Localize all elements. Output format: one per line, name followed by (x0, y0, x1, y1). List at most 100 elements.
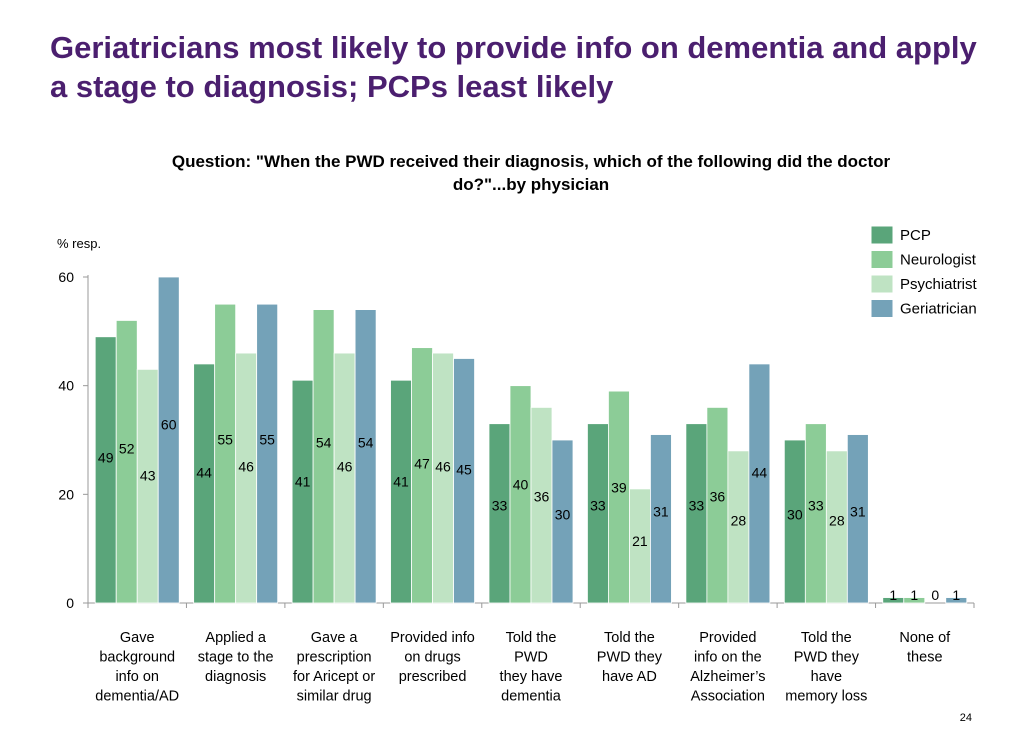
data-label-pcp-4: 41 (393, 473, 409, 489)
data-label-neurologist-3: 54 (316, 435, 332, 451)
data-label-neurologist-8: 33 (808, 497, 824, 513)
category-label: these (907, 650, 942, 666)
bar-psychiatrist-2 (235, 352, 258, 604)
bar-geriatrician-4 (453, 358, 475, 604)
category-label: Association (691, 689, 765, 705)
data-label-pcp-1: 49 (98, 450, 114, 466)
category-label: prescription (297, 650, 372, 666)
bar-neurologist-9 (903, 597, 926, 604)
page-number: 24 (959, 712, 972, 724)
data-label-neurologist-5: 40 (513, 476, 529, 492)
data-label-pcp-3: 41 (295, 473, 311, 489)
bar-geriatrician-7 (748, 363, 771, 604)
bar-geriatrician-8 (846, 434, 869, 604)
category-label: have AD (602, 669, 657, 685)
category-label: dementia (501, 689, 562, 705)
data-label-neurologist-1: 52 (119, 441, 135, 457)
data-label-neurologist-2: 55 (217, 432, 233, 448)
data-label-neurologist-6: 39 (611, 479, 627, 495)
category-label: on drugs (404, 650, 460, 666)
category-label: Provided info (390, 630, 475, 646)
bar-geriatrician-5 (551, 439, 574, 604)
category-label: PWD (514, 650, 548, 666)
bar-neurologist-2 (214, 303, 237, 604)
bar-psychiatrist-5 (530, 406, 553, 604)
legend-swatch-geriatrician (870, 299, 894, 318)
category-label: similar drug (297, 689, 372, 705)
y-axis-label: % resp. (57, 236, 101, 251)
category-label: for Aricept or (293, 669, 375, 685)
legend-label-psychiatrist: Psychiatrist (900, 276, 978, 293)
data-label-geriatrician-4: 45 (456, 462, 472, 478)
data-label-geriatrician-7: 44 (752, 465, 768, 481)
data-label-geriatrician-5: 30 (555, 506, 571, 522)
bar-geriatrician-6 (650, 434, 672, 604)
category-label: they have (500, 669, 563, 685)
legend: PCP Neurologist Psychiatrist Geriatrician (870, 225, 978, 318)
bar-psychiatrist-4 (432, 352, 454, 604)
data-label-pcp-6: 33 (590, 497, 606, 513)
data-label-neurologist-7: 36 (710, 488, 726, 504)
data-label-psychiatrist-9: 0 (931, 587, 939, 603)
legend-label-geriatrician: Geriatrician (900, 301, 977, 318)
y-tick-label: 60 (58, 269, 74, 285)
slide-title: Geriatricians most likely to provide inf… (50, 30, 977, 104)
bar-neurologist-3 (312, 309, 335, 604)
y-tick-label: 40 (58, 378, 74, 394)
data-labels: 49 44 41 41 33 33 33 30 1 52 55 54 47 40 39 36 33 1 43 46 46… (98, 417, 960, 603)
bar-geriatrician-1 (157, 276, 180, 604)
data-label-geriatrician-3: 54 (358, 435, 374, 451)
data-label-pcp-8: 30 (787, 506, 803, 522)
bar-geriatrician-2 (256, 303, 279, 604)
data-label-psychiatrist-2: 46 (238, 459, 254, 475)
category-label: diagnosis (205, 669, 266, 685)
data-label-psychiatrist-4: 46 (435, 459, 451, 475)
data-label-pcp-9: 1 (889, 587, 897, 603)
data-label-pcp-2: 44 (196, 465, 212, 481)
legend-swatch-psychiatrist (870, 274, 894, 294)
chart-title-line-2: do?"...by physician (453, 175, 609, 194)
data-label-psychiatrist-1: 43 (140, 468, 156, 484)
data-label-geriatrician-1: 60 (161, 417, 177, 433)
legend-swatch-pcp (870, 225, 894, 245)
data-label-pcp-7: 33 (689, 497, 705, 513)
bar-pcp-3 (291, 379, 314, 604)
category-label: prescribed (399, 669, 467, 685)
category-label: background (99, 650, 175, 666)
category-label: Provided (699, 630, 756, 646)
data-label-psychiatrist-5: 36 (534, 488, 550, 504)
data-label-geriatrician-9: 1 (952, 587, 960, 603)
bar-neurologist-5 (509, 385, 532, 604)
category-label: dementia/AD (95, 689, 179, 705)
y-tick-label: 0 (66, 595, 74, 611)
category-label: stage to the (198, 650, 274, 666)
category-label: Alzheimer’s (690, 669, 765, 685)
category-label: Told the (801, 630, 852, 646)
bar-pcp-2 (193, 363, 216, 604)
data-label-psychiatrist-6: 21 (632, 533, 648, 549)
category-label: PWD they (794, 650, 860, 666)
bar-pcp-4 (390, 379, 412, 604)
category-label: Applied a (205, 630, 266, 646)
legend-swatch-neurologist (870, 250, 894, 269)
legend-label-neurologist: Neurologist (900, 252, 977, 269)
bar-neurologist-7 (706, 406, 729, 604)
category-label: Told the (604, 630, 655, 646)
chart-title-line-1: Question: "When the PWD received their d… (172, 152, 891, 171)
category-label: PWD they (597, 650, 663, 666)
data-label-psychiatrist-3: 46 (337, 459, 353, 475)
bar-pcp-1 (94, 336, 117, 604)
category-label: Gave (120, 630, 155, 646)
category-label: info on (115, 669, 159, 685)
data-label-neurologist-4: 47 (414, 456, 430, 472)
category-label: memory loss (785, 689, 867, 705)
category-labels: Gave background info on dementia/AD Applied … (95, 630, 951, 705)
data-label-psychiatrist-7: 28 (731, 512, 747, 528)
data-label-psychiatrist-8: 28 (829, 512, 845, 528)
bar-psychiatrist-1 (136, 368, 159, 604)
category-label: None of (899, 630, 951, 646)
category-label: info on the (694, 650, 762, 666)
bar-geriatrician-3 (354, 309, 377, 604)
bar-neurologist-6 (608, 390, 630, 604)
